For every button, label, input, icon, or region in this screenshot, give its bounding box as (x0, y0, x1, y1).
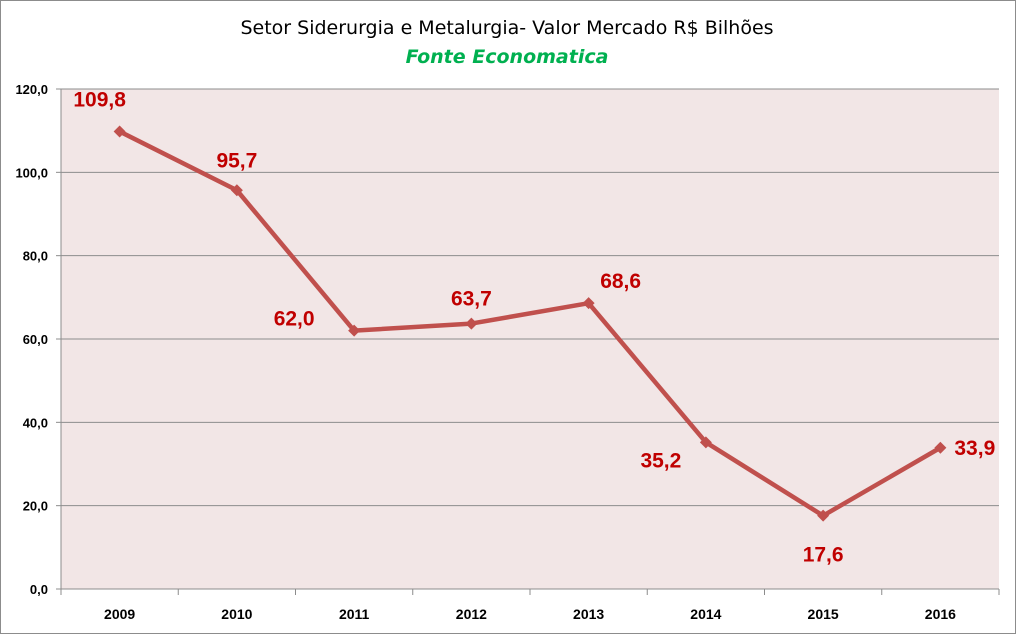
chart-title: Setor Siderurgia e Metalurgia- Valor Mer… (240, 17, 773, 39)
y-tick-labels: 0,0 20,0 40,0 60,0 80,0 100,0 120,0 (15, 82, 48, 597)
data-point-2011 (348, 324, 361, 337)
x-tick-label: 2009 (104, 606, 135, 622)
gridlines (56, 88, 999, 590)
data-label-2012: 63,7 (451, 288, 492, 311)
x-tick-label: 2011 (339, 606, 370, 622)
x-tick-label: 2015 (808, 606, 839, 622)
data-point-2009 (113, 125, 126, 138)
data-label-2013: 68,6 (600, 270, 641, 293)
data-point-2015 (817, 509, 830, 522)
data-point-2016 (934, 441, 947, 454)
y-tick-label: 60,0 (23, 332, 48, 347)
x-tick-label: 2013 (573, 606, 604, 622)
y-tick-label: 120,0 (15, 82, 48, 97)
data-label-2010: 95,7 (216, 149, 257, 172)
data-label-2014: 35,2 (640, 449, 681, 472)
x-tick-label: 2012 (456, 606, 487, 622)
x-tick-labels: 2009 2010 2011 2012 2013 2014 2015 2016 (104, 606, 956, 622)
data-point-2010 (230, 184, 243, 197)
data-point-2014 (699, 436, 712, 449)
data-label-2016: 33,9 (954, 437, 995, 460)
y-tick-label: 20,0 (23, 499, 48, 514)
y-tick-label: 100,0 (15, 165, 48, 180)
data-point-2013 (582, 297, 595, 310)
y-tick-label: 0,0 (30, 582, 48, 597)
data-label-2009: 109,8 (73, 89, 126, 112)
y-tick-label: 40,0 (23, 415, 48, 430)
data-labels: 109,8 95,7 62,0 63,7 68,6 35,2 17,6 33,9 (73, 89, 995, 567)
axes (60, 89, 1000, 595)
data-label-2015: 17,6 (803, 544, 844, 567)
x-tick-label: 2016 (925, 606, 956, 622)
x-tick-label: 2014 (690, 606, 721, 622)
data-point-2012 (465, 317, 478, 330)
chart-subtitle: Fonte Economatica (406, 46, 609, 68)
data-series (113, 125, 947, 522)
data-label-2011: 62,0 (274, 308, 315, 331)
series-line (117, 129, 943, 518)
y-tick-label: 80,0 (23, 249, 48, 264)
x-tick-label: 2010 (221, 606, 252, 622)
